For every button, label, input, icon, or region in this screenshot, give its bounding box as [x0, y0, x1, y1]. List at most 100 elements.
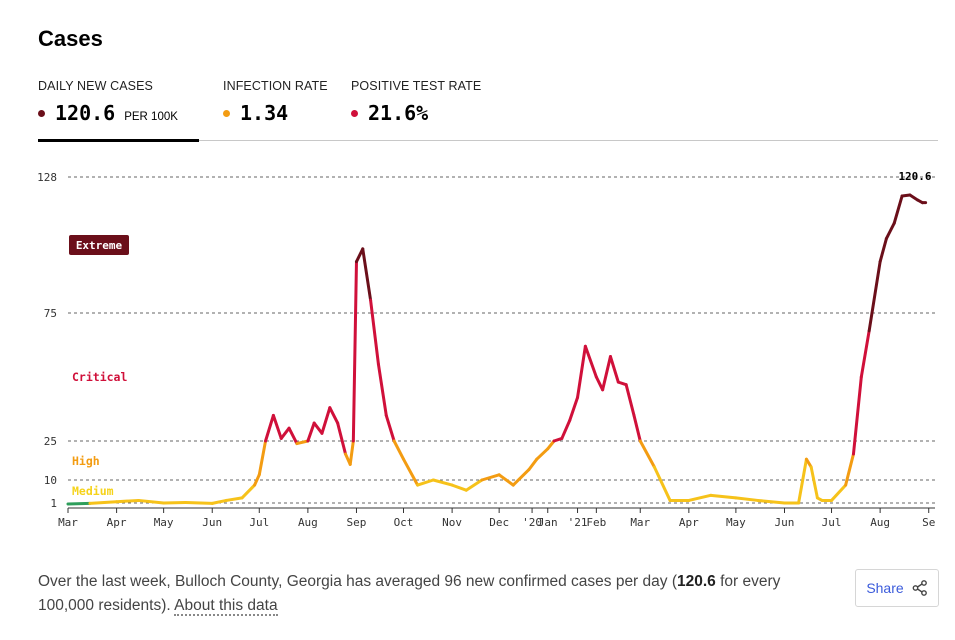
x-tick-label: Jun — [202, 516, 222, 529]
series-segment — [576, 344, 587, 399]
series-segment — [384, 413, 396, 443]
x-tick-label: Oct — [394, 516, 414, 529]
series-segment — [878, 237, 888, 264]
summary-bold-value: 120.6 — [677, 573, 716, 590]
series-segment — [851, 375, 863, 456]
series-segment — [264, 413, 275, 443]
x-tick-label: May — [154, 516, 174, 529]
series-segment — [369, 298, 380, 366]
series-segment — [859, 329, 871, 379]
tab-positive-test-rate[interactable]: POSITIVE TEST RATE 21.6% — [351, 72, 491, 139]
series-segment — [560, 419, 572, 440]
x-tick-label: Jul — [249, 516, 269, 529]
series-segment — [756, 498, 786, 505]
series-segment — [583, 344, 598, 379]
share-button[interactable]: Share — [855, 569, 939, 607]
tab-infection-rate[interactable]: INFECTION RATE 1.34 — [223, 72, 333, 139]
series-segment — [210, 498, 228, 505]
extreme-level-label: Extreme — [76, 239, 123, 252]
y-tick-label: 128 — [37, 171, 57, 184]
tab-label: INFECTION RATE — [223, 79, 328, 93]
share-icon — [912, 580, 927, 596]
dot-icon — [38, 110, 45, 117]
series-segment — [867, 260, 882, 333]
series-segment — [328, 406, 340, 425]
tab-label: DAILY NEW CASES — [38, 79, 153, 93]
series-segment — [184, 500, 214, 505]
tab-value: 21.6% — [368, 101, 429, 125]
series-segment — [709, 493, 738, 500]
y-tick-label: 25 — [44, 435, 57, 448]
series-segment — [624, 383, 636, 417]
series-segment — [162, 500, 188, 505]
share-label: Share — [866, 580, 904, 596]
summary-after: for every 100,000 residents). — [38, 573, 781, 614]
x-tick-label: Se — [922, 516, 935, 529]
x-tick-label: Aug — [298, 516, 318, 529]
series-segment — [568, 395, 580, 423]
series-segment — [66, 501, 92, 506]
x-tick-label: Mar — [630, 516, 650, 529]
summary-text: Over the last week, Bulloch County, Geor… — [38, 570, 798, 618]
series-segment — [88, 500, 119, 505]
series-segment — [480, 473, 501, 482]
series-segment — [253, 473, 261, 487]
series-segment — [257, 439, 268, 477]
dot-icon — [351, 110, 358, 117]
end-value-label: 120.6 — [898, 170, 931, 183]
series-segment — [392, 439, 406, 461]
series-segment — [279, 426, 291, 440]
x-tick-label: Mar — [58, 516, 78, 529]
page-title: Cases — [38, 26, 103, 51]
y-tick-label: 1 — [50, 497, 57, 510]
x-tick-label: Sep — [347, 516, 367, 529]
x-tick-label: Jan — [538, 516, 558, 529]
x-tick-label: Jun — [775, 516, 795, 529]
tab-value: 1.34 — [240, 101, 289, 125]
series-segment — [497, 473, 515, 487]
series-segment — [431, 478, 454, 487]
series-segment — [295, 439, 310, 446]
series-segment — [601, 355, 612, 392]
series-segment — [844, 452, 855, 487]
tab-daily-new-cases[interactable]: DAILY NEW CASES 120.6 PER 100K — [38, 72, 199, 142]
x-tick-label: Nov — [442, 516, 462, 529]
series-segment — [115, 498, 141, 504]
series-segment — [652, 465, 672, 502]
series-segment — [608, 355, 620, 384]
series-segment — [511, 468, 531, 487]
series-segment — [546, 439, 556, 451]
y-tick-label: 75 — [44, 307, 57, 320]
risk-level-label: High — [72, 454, 100, 468]
series-segment — [416, 478, 435, 487]
series-segment — [892, 194, 904, 225]
series-segment — [638, 439, 656, 469]
series-segment — [348, 439, 355, 466]
x-tick-label: '21 — [568, 516, 588, 529]
series-segment — [402, 457, 420, 487]
extreme-level-badge — [69, 235, 129, 255]
x-tick-label: Apr — [107, 516, 127, 529]
x-tick-label: Dec — [489, 516, 509, 529]
series-segment — [376, 362, 388, 417]
series-segment — [450, 483, 468, 492]
x-tick-label: Jul — [822, 516, 842, 529]
series-segment — [908, 193, 920, 202]
summary-before: Over the last week, Bulloch County, Geor… — [38, 573, 677, 590]
about-data-link[interactable]: About this data — [174, 597, 278, 616]
series-segment — [464, 478, 484, 492]
series-segment — [312, 421, 324, 435]
series-segment — [351, 260, 358, 443]
series-segment — [804, 457, 813, 469]
tab-unit: PER 100K — [124, 111, 178, 123]
x-tick-label: '20 — [522, 516, 542, 529]
x-tick-label: May — [726, 516, 746, 529]
series-segment — [271, 413, 283, 440]
series-segment — [240, 483, 257, 500]
series-segment — [361, 247, 373, 302]
cases-line-chart: 1 10 25 75 128 Mar Apr May Jun Jul Aug Sep Oct Nov Dec… — [37, 170, 935, 529]
risk-level-label: Medium — [72, 484, 114, 498]
series-segment — [797, 457, 808, 505]
risk-level-label: Critical — [72, 370, 127, 384]
x-tick-label: Aug — [870, 516, 890, 529]
